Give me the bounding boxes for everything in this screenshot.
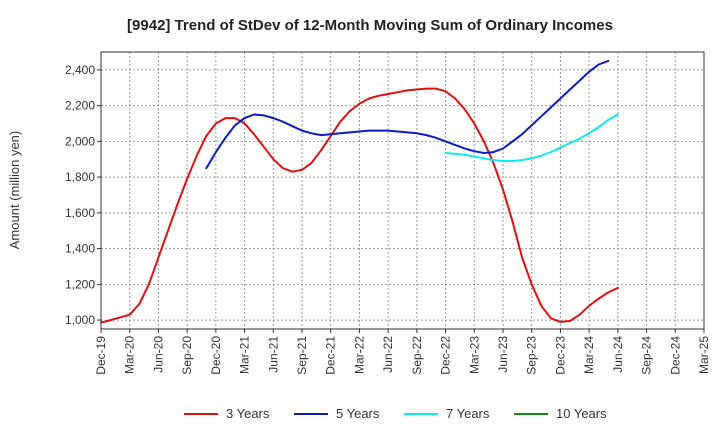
- x-tick-label: Sep-21: [295, 336, 309, 375]
- x-tick-label: Mar-23: [467, 336, 481, 374]
- x-tick-label: Jun-21: [266, 336, 280, 373]
- x-tick-label: Jun-20: [151, 336, 165, 373]
- x-tick-label: Dec-19: [94, 336, 108, 375]
- x-tick-label: Dec-22: [439, 336, 453, 375]
- x-tick-label: Dec-21: [324, 336, 338, 375]
- y-axis-label: Amount (million yen): [7, 131, 22, 250]
- x-tick-label: Mar-25: [697, 336, 711, 374]
- legend-label-4: 10 Years: [556, 406, 607, 421]
- legend: 3 Years 5 Years 7 Years 10 Years: [184, 406, 607, 421]
- legend-label-1: 3 Years: [226, 406, 270, 421]
- x-tick-label: Jun-23: [496, 336, 510, 373]
- x-axis: Dec-19 Mar-20 Jun-20 Sep-20 Dec-20 Mar-21 Jun-…: [94, 329, 711, 375]
- x-tick-label: Mar-20: [123, 336, 137, 374]
- x-tick-label: Jun-22: [381, 336, 395, 373]
- series-line-2: [205, 59, 610, 170]
- chart-title: [9942] Trend of StDev of 12-Month Moving…: [127, 17, 613, 34]
- x-tick-label: Mar-21: [238, 336, 252, 374]
- legend-label-2: 5 Years: [336, 406, 380, 421]
- x-tick-label: Sep-23: [525, 336, 539, 375]
- plot-frame: [100, 51, 705, 330]
- series-line-1: [100, 87, 619, 324]
- x-tick-label: Jun-24: [611, 336, 625, 373]
- grid: [100, 52, 705, 329]
- y-tick-label: 2,000: [65, 134, 95, 148]
- legend-label-3: 7 Years: [446, 406, 490, 421]
- series-line-3: [444, 113, 619, 162]
- y-tick-label: 1,000: [65, 313, 95, 327]
- y-tick-label: 1,800: [65, 170, 95, 184]
- series-layer: [100, 59, 619, 324]
- y-tick-label: 2,200: [65, 99, 95, 113]
- y-tick-label: 1,200: [65, 277, 95, 291]
- x-tick-label: Dec-24: [668, 336, 682, 375]
- y-tick-label: 1,400: [65, 242, 95, 256]
- x-tick-label: Sep-22: [410, 336, 424, 375]
- x-tick-label: Dec-23: [553, 336, 567, 375]
- x-tick-label: Dec-20: [209, 336, 223, 375]
- y-tick-label: 1,600: [65, 206, 95, 220]
- x-tick-label: Sep-20: [180, 336, 194, 375]
- y-axis: 1,000 1,200 1,400 1,600 1,800 2,000 2,200 2,400: [65, 63, 101, 327]
- x-tick-label: Mar-24: [582, 336, 596, 374]
- plot-area: [101, 52, 704, 329]
- x-tick-label: Mar-22: [352, 336, 366, 374]
- y-tick-label: 2,400: [65, 63, 95, 77]
- x-tick-label: Sep-24: [640, 336, 654, 375]
